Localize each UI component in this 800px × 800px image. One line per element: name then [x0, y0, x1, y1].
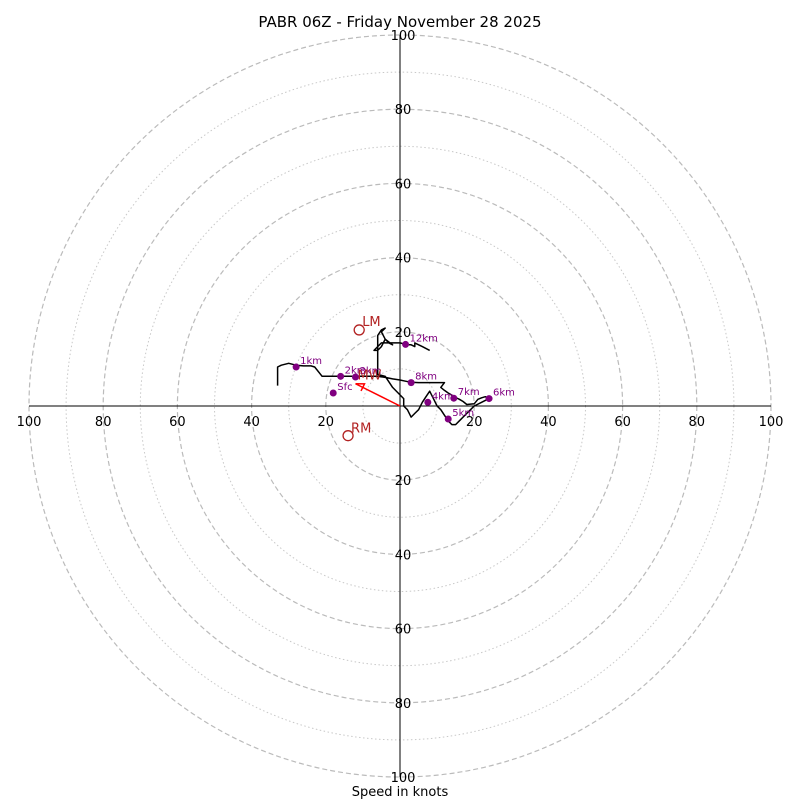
height-marker-2km — [337, 372, 345, 380]
tick-top-20: 20 — [395, 326, 412, 341]
tick-right-20: 20 — [466, 415, 483, 430]
height-marker-5km — [444, 415, 452, 423]
tick-bottom-60: 60 — [395, 623, 412, 638]
rm-marker — [342, 430, 354, 442]
tick-right-40: 40 — [540, 415, 557, 430]
height-marker-12km — [402, 340, 410, 348]
height-label-1km: 1km — [300, 356, 322, 367]
height-marker-3km — [351, 373, 359, 381]
tick-top-100: 100 — [391, 29, 416, 44]
height-marker-4km — [424, 398, 432, 406]
tick-bottom-100: 100 — [391, 771, 416, 786]
mw-label: MW — [357, 369, 381, 384]
tick-right-60: 60 — [614, 415, 631, 430]
height-marker-8km — [407, 379, 415, 387]
tick-right-80: 80 — [689, 415, 706, 430]
tick-left-100: 100 — [17, 415, 42, 430]
height-label-5km: 5km — [452, 408, 474, 419]
tick-left-40: 40 — [243, 415, 260, 430]
height-label-2km: 2km — [345, 365, 367, 376]
height-label-4km: 4km — [432, 391, 454, 402]
mean-wind-arrowhead — [355, 382, 366, 392]
lm-label: LM — [362, 315, 380, 330]
tick-bottom-40: 40 — [395, 548, 412, 563]
height-marker-6km — [485, 395, 493, 403]
height-label-Sfc: Sfc — [337, 382, 352, 393]
height-label-6km: 6km — [493, 388, 515, 399]
storm-motion-group: MW LM RM — [342, 315, 401, 442]
rm-label: RM — [351, 422, 371, 437]
height-label-8km: 8km — [415, 372, 437, 383]
tick-bottom-20: 20 — [395, 474, 412, 489]
tick-top-80: 80 — [395, 103, 412, 118]
height-marker-7km — [450, 394, 458, 402]
height-label-12km: 12km — [410, 333, 438, 344]
tick-top-40: 40 — [395, 252, 412, 267]
tick-top-60: 60 — [395, 177, 412, 192]
tick-left-80: 80 — [95, 415, 112, 430]
height-label-3km: 3km — [359, 366, 381, 377]
tick-bottom-80: 80 — [395, 697, 412, 712]
x-axis-label: Speed in knots — [352, 785, 449, 800]
chart-title: PABR 06Z - Friday November 28 2025 — [258, 13, 541, 31]
tick-left-60: 60 — [169, 415, 186, 430]
height-marker-Sfc — [329, 389, 337, 397]
tick-right-100: 100 — [759, 415, 784, 430]
height-label-7km: 7km — [458, 387, 480, 398]
lm-marker — [353, 324, 365, 336]
tick-labels: 100 80 60 40 20 20 40 60 80 100 20 40 60 80 100 20 40 60 8… — [17, 29, 784, 786]
height-marker-1km — [292, 363, 300, 371]
tick-left-20: 20 — [318, 415, 335, 430]
